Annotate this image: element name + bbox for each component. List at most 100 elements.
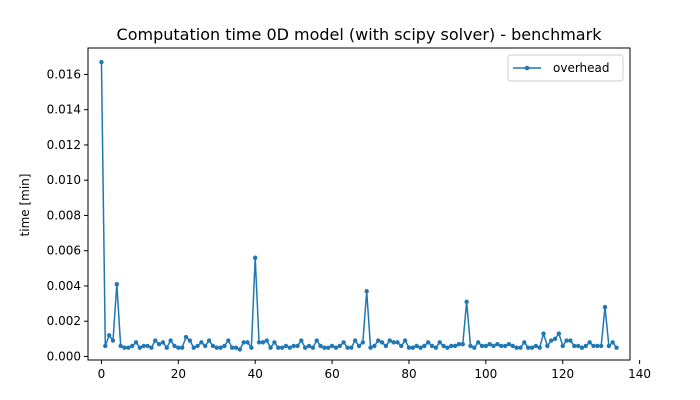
x-tick-label: 0 (98, 367, 106, 381)
data-point (118, 343, 123, 349)
data-point (299, 338, 304, 343)
data-point (433, 345, 439, 350)
data-point (191, 345, 196, 350)
data-point (506, 341, 512, 347)
data-point (176, 345, 181, 350)
data-point (437, 340, 442, 345)
data-point (533, 343, 539, 349)
data-point (468, 343, 473, 349)
data-point (287, 345, 293, 350)
data-point (245, 340, 250, 345)
data-point (195, 343, 200, 349)
legend: overhead (507, 54, 624, 82)
x-tick-label: 140 (628, 367, 651, 381)
data-point (345, 345, 350, 350)
data-point (564, 338, 569, 343)
data-point (472, 345, 477, 350)
data-point (179, 345, 185, 350)
series-line-overhead (100, 62, 618, 351)
y-tick-label: 0.008 (47, 208, 81, 222)
data-point (487, 341, 492, 347)
data-point (395, 340, 400, 345)
data-point (495, 341, 500, 347)
data-point (229, 345, 235, 350)
data-point (445, 345, 450, 350)
data-point (183, 334, 189, 340)
data-point (545, 343, 550, 349)
data-point (591, 343, 596, 349)
data-point (552, 336, 558, 342)
plot-area: 0 20 40 60 80 100 120 140 0.000 0.002 0.004 0.006 0.… (47, 59, 651, 381)
data-point (302, 345, 308, 350)
data-point (145, 343, 150, 349)
y-tick-label: 0.016 (47, 67, 81, 81)
x-tick-label: 80 (401, 367, 416, 381)
data-point (522, 340, 527, 345)
data-point (279, 345, 285, 350)
data-point (491, 343, 496, 349)
data-point (452, 343, 458, 349)
data-point (595, 343, 600, 349)
data-point (214, 345, 219, 350)
y-tick-label: 0.000 (47, 349, 81, 363)
plot-frame (87, 47, 631, 361)
data-point (391, 340, 396, 345)
x-tick-label: 40 (248, 367, 263, 381)
data-point (402, 338, 408, 343)
data-point (368, 345, 373, 350)
data-point (103, 343, 108, 349)
data-point (537, 345, 542, 350)
data-point (133, 340, 139, 345)
data-point (156, 341, 162, 347)
data-point (160, 340, 166, 345)
x-tick-label: 20 (171, 367, 186, 381)
data-point (587, 340, 592, 345)
data-point (399, 343, 404, 349)
data-point (329, 343, 335, 349)
y-tick-label: 0.014 (47, 103, 81, 117)
data-point (383, 343, 389, 349)
data-point (414, 343, 419, 349)
data-point (141, 343, 146, 349)
data-point (233, 345, 239, 350)
x-tick-label: 100 (474, 367, 497, 381)
data-point (568, 338, 573, 343)
data-point (126, 345, 131, 350)
data-point (425, 340, 431, 345)
data-point (529, 345, 535, 350)
data-point (276, 345, 281, 350)
legend-box (507, 54, 624, 82)
legend-label-overhead: overhead (553, 61, 610, 75)
data-point (337, 343, 342, 349)
data-point (172, 343, 177, 349)
y-tick-label: 0.002 (47, 314, 81, 328)
chart-title: Computation time 0D model (with scipy so… (117, 25, 603, 44)
data-point (352, 338, 358, 343)
data-point (475, 340, 481, 345)
data-point (376, 338, 381, 343)
data-point (226, 338, 231, 343)
data-point (110, 338, 116, 343)
data-point (614, 345, 619, 350)
data-point (525, 345, 531, 350)
data-point (379, 340, 385, 345)
data-point (122, 345, 127, 350)
data-point (364, 289, 369, 294)
data-point (322, 345, 327, 350)
y-tick-label: 0.012 (47, 138, 81, 152)
data-point (372, 343, 377, 349)
data-point (541, 331, 546, 336)
data-point (137, 345, 143, 350)
data-point (449, 343, 454, 349)
data-point (610, 340, 615, 345)
data-point (237, 347, 243, 352)
data-point (149, 345, 154, 350)
y-axis-label: time [min] (18, 174, 32, 237)
data-point (283, 343, 289, 349)
data-point (560, 343, 565, 349)
data-point (106, 333, 112, 338)
data-point (187, 338, 193, 343)
data-point (349, 345, 354, 350)
data-point (418, 345, 423, 350)
